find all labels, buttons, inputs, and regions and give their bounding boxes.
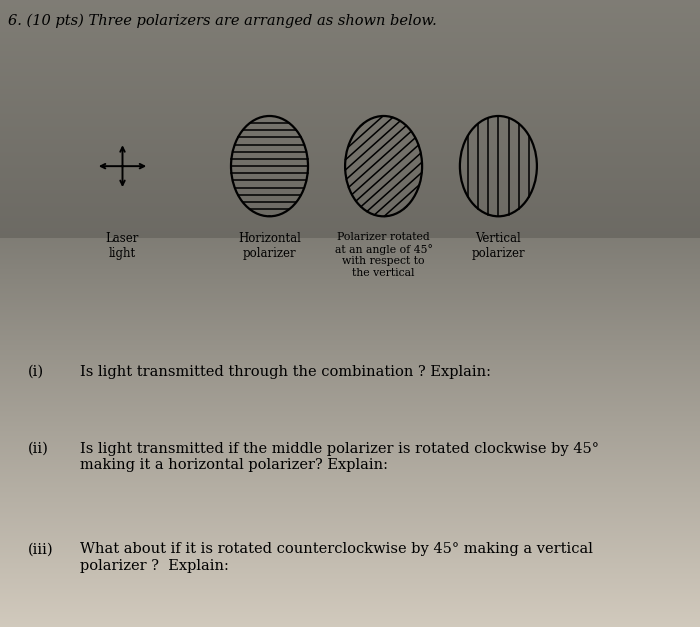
Text: Is light transmitted through the combination ? Explain:: Is light transmitted through the combina…: [80, 365, 491, 379]
Text: (ii): (ii): [28, 442, 49, 456]
Text: What about if it is rotated counterclockwise by 45° making a vertical
polarizer : What about if it is rotated counterclock…: [80, 542, 594, 572]
Text: (i): (i): [28, 365, 44, 379]
Text: 6. (10 pts) Three polarizers are arranged as shown below.: 6. (10 pts) Three polarizers are arrange…: [8, 14, 437, 28]
Text: Is light transmitted if the middle polarizer is rotated clockwise by 45°
making : Is light transmitted if the middle polar…: [80, 442, 599, 472]
Text: Laser
light: Laser light: [106, 232, 139, 260]
Text: Vertical
polarizer: Vertical polarizer: [472, 232, 525, 260]
Text: Polarizer rotated
at an angle of 45°
with respect to
the vertical: Polarizer rotated at an angle of 45° wit…: [335, 232, 433, 278]
Text: (iii): (iii): [28, 542, 54, 556]
Text: Horizontal
polarizer: Horizontal polarizer: [238, 232, 301, 260]
